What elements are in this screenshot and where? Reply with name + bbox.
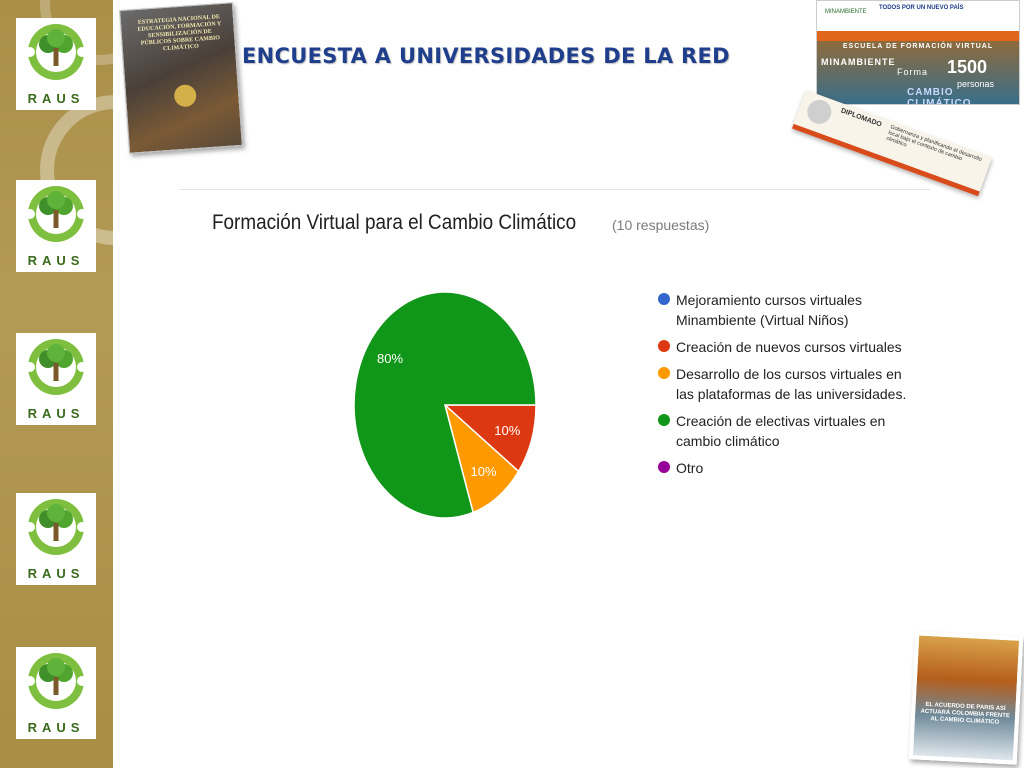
website-forma: Forma (897, 67, 929, 77)
tree-icon (173, 84, 197, 108)
tree-puzzle-icon (25, 339, 87, 395)
raus-logo: RAUS (16, 180, 96, 272)
website-screenshot: MINAMBIENTE TODOS POR UN NUEVO PAÍS ESCU… (816, 0, 1020, 105)
raus-logo-text: RAUS (27, 566, 85, 581)
website-cambio: CAMBIO CLIMÁTICO (907, 87, 972, 105)
website-banner: ESCUELA DE FORMACIÓN VIRTUAL MINAMBIENTE… (817, 41, 1019, 104)
tree-puzzle-icon (25, 499, 87, 555)
pie-slice-label: 10% (494, 423, 520, 438)
website-minambiente: MINAMBIENTE (821, 57, 896, 67)
raus-logo-text: RAUS (27, 253, 85, 268)
legend-item: Desarrollo de los cursos virtuales en las… (658, 364, 908, 404)
legend-label: Creación de electivas virtuales en (676, 413, 886, 429)
pie-chart: 10% 10% 80% (353, 291, 537, 519)
website-number: 1500 (947, 57, 988, 77)
legend-swatch (658, 340, 670, 352)
legend-item: Otro (658, 458, 908, 478)
strategy-book-cover: ESTRATEGIA NACIONAL DE EDUCACIÓN, FORMAC… (119, 2, 243, 154)
legend-label: Desarrollo de los cursos virtuales en (676, 366, 902, 382)
chart-title: Formación Virtual para el Cambio Climáti… (212, 211, 577, 234)
pie-slice (443, 404, 537, 473)
legend-swatch (658, 367, 670, 379)
diploma-seal-icon (803, 96, 835, 128)
pie-slice (353, 291, 537, 519)
raus-logo: RAUS (16, 333, 96, 425)
legend-swatch (658, 414, 670, 426)
pie-slice-label: 80% (377, 351, 403, 366)
tree-puzzle-icon (25, 653, 87, 709)
legend-label: Minambiente (Virtual Niños) (676, 312, 849, 328)
chart-panel-divider (180, 189, 930, 190)
legend-label: cambio climático (676, 433, 780, 449)
website-header: MINAMBIENTE TODOS POR UN NUEVO PAÍS (817, 1, 1019, 31)
chart-legend: Mejoramiento cursos virtuales Minambiente… (658, 290, 908, 485)
page-title: ENCUESTA A UNIVERSIDADES DE LA RED (242, 44, 730, 68)
website-brand-left: MINAMBIENTE (825, 9, 867, 15)
legend-swatch (658, 461, 670, 473)
legend-label: las plataformas de las universidades. (676, 386, 907, 402)
raus-logo-text: RAUS (27, 406, 85, 421)
raus-logo-text: RAUS (27, 720, 85, 735)
legend-item: Creación de nuevos cursos virtuales (658, 337, 908, 357)
website-escuela: ESCUELA DE FORMACIÓN VIRTUAL (842, 43, 994, 50)
legend-swatch (658, 293, 670, 305)
pie-slice-label: 10% (470, 464, 496, 479)
raus-logo: RAUS (16, 18, 96, 110)
diploma-banner: DIPLOMADO Gobernanza y planificando el d… (791, 90, 993, 197)
raus-logo: RAUS (16, 647, 96, 739)
diploma-text: Gobernanza y planificando el desarrollo … (885, 124, 983, 164)
website-nav-bar (817, 31, 1019, 41)
legend-item: Creación de electivas virtuales en cambio… (658, 411, 908, 451)
legend-label: Creación de nuevos cursos virtuales (676, 339, 902, 355)
legend-label: Mejoramiento cursos virtuales (676, 292, 862, 308)
pie-slice (443, 402, 520, 514)
paris-book-title: EL ACUERDO DE PARIS ASÍ ACTUARÁ COLOMBIA… (920, 701, 1010, 726)
website-brand-right: TODOS POR UN NUEVO PAÍS (879, 5, 964, 11)
raus-logo-text: RAUS (27, 91, 85, 106)
diploma-label: DIPLOMADO (839, 107, 883, 129)
paris-agreement-book-cover: EL ACUERDO DE PARIS ASÍ ACTUARÁ COLOMBIA… (908, 631, 1024, 765)
tree-puzzle-icon (25, 24, 87, 80)
legend-item: Mejoramiento cursos virtuales Minambiente… (658, 290, 908, 330)
tree-puzzle-icon (25, 186, 87, 242)
legend-label: Otro (676, 460, 704, 476)
website-personas: personas (957, 79, 995, 89)
strategy-book-title: ESTRATEGIA NACIONAL DE EDUCACIÓN, FORMAC… (137, 14, 222, 53)
chart-subtitle: (10 respuestas) (612, 217, 710, 233)
raus-logo: RAUS (16, 493, 96, 585)
